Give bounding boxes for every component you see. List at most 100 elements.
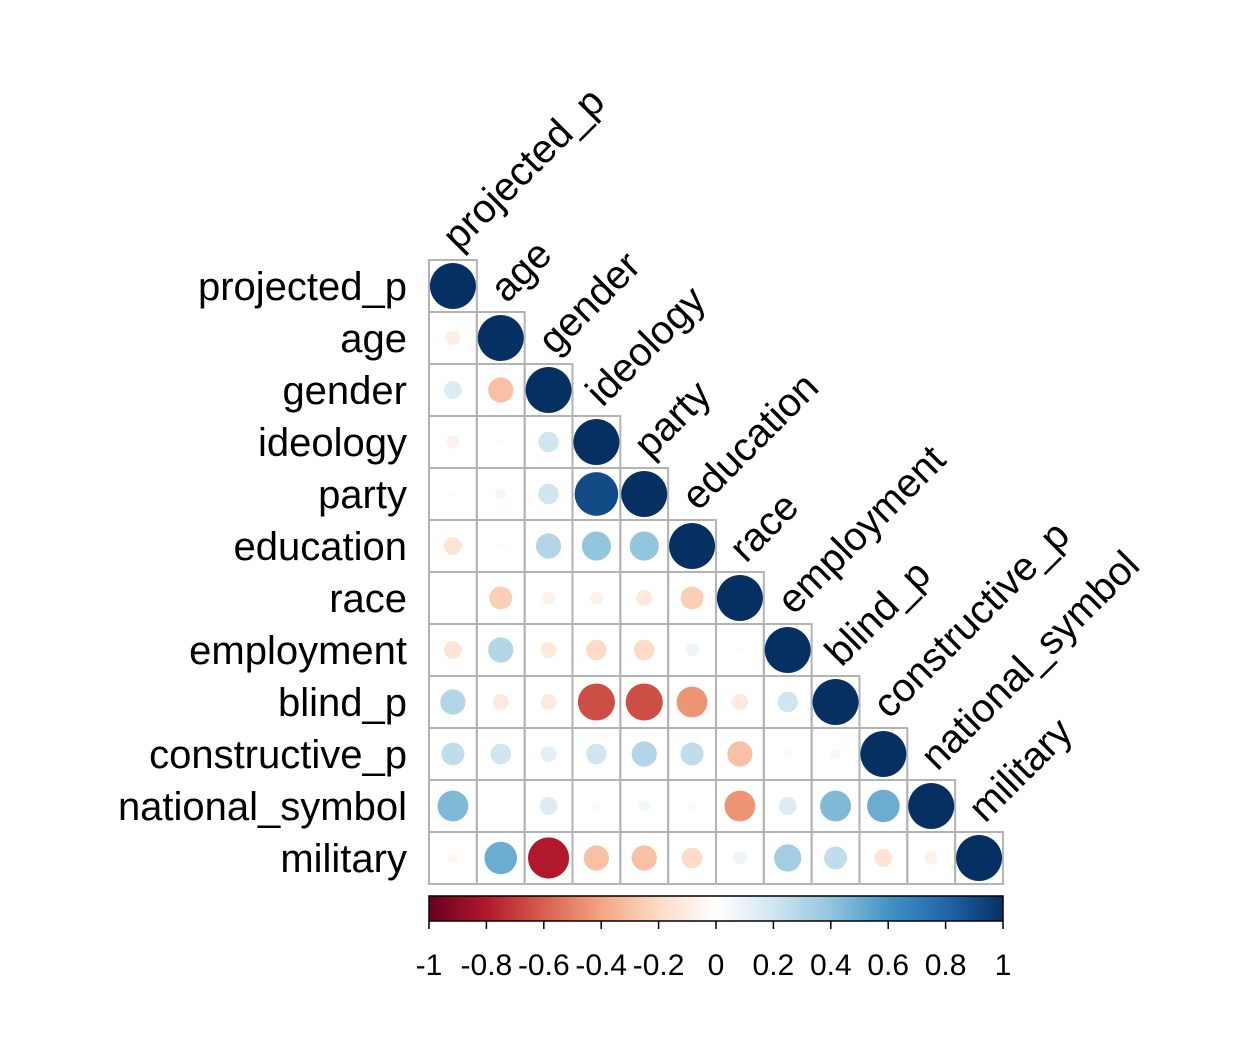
corr-circle-military-blind_p bbox=[824, 846, 848, 870]
corr-circle-national_symbol-ideology bbox=[592, 802, 601, 810]
corr-circle-employment-party bbox=[633, 639, 655, 661]
corr-circle-constructive_p-gender bbox=[540, 746, 557, 762]
colorbar-tick-label: -1 bbox=[416, 949, 443, 982]
colorbar-tick-label: 0.4 bbox=[810, 949, 852, 982]
corr-circle-education-gender bbox=[535, 533, 562, 559]
corr-circle-military-party bbox=[631, 845, 657, 871]
column-label: party bbox=[625, 372, 719, 466]
colorbar-ticks: -1 -0.8 -0.6 -0.4 -0.2 0 0.2 0.4 0.6 0.8 1 bbox=[416, 921, 1012, 982]
corr-circle-blind_p-education bbox=[676, 686, 708, 718]
corr-circle-military-education bbox=[681, 847, 703, 869]
row-label: constructive_p bbox=[149, 733, 407, 777]
corr-circle-blind_p-gender bbox=[540, 694, 557, 710]
row-label: party bbox=[318, 473, 407, 517]
corr-circle-military-age bbox=[484, 841, 518, 875]
colorbar-tick-label: -0.4 bbox=[575, 949, 627, 982]
corr-circle-constructive_p-projected_p bbox=[441, 742, 465, 766]
row-label: age bbox=[340, 317, 407, 361]
row-label: national_symbol bbox=[118, 785, 407, 829]
corr-circle-age-projected_p bbox=[445, 330, 461, 346]
column-labels: projected_pagegenderideologypartyeducati… bbox=[434, 79, 1148, 830]
colorbar-tick-label: 0.6 bbox=[867, 949, 909, 982]
corr-circle-military-race bbox=[733, 851, 747, 865]
corr-circle-education-education bbox=[669, 523, 716, 569]
corr-circle-blind_p-projected_p bbox=[440, 689, 466, 715]
corr-circle-constructive_p-race bbox=[727, 741, 753, 767]
column-label: age bbox=[482, 232, 560, 310]
column-label: projected_p bbox=[434, 79, 613, 258]
corr-circle-projected_p-projected_p bbox=[429, 263, 476, 309]
corr-circle-race-gender bbox=[542, 591, 556, 605]
corr-circle-party-projected_p bbox=[449, 490, 457, 498]
corr-circle-party-ideology bbox=[574, 472, 619, 516]
corr-circle-ideology-gender bbox=[538, 431, 559, 453]
corr-circle-race-education bbox=[680, 586, 704, 610]
corr-circle-employment-employment bbox=[764, 627, 811, 673]
corr-circle-constructive_p-education bbox=[680, 742, 704, 766]
cell-military-military bbox=[954, 831, 1004, 885]
corr-circle-employment-race bbox=[736, 646, 744, 654]
colorbar-tick-label: 0.8 bbox=[925, 949, 967, 982]
corr-circle-military-military bbox=[956, 835, 1003, 881]
colorbar-tick-label: -0.6 bbox=[518, 949, 570, 982]
corr-circle-education-projected_p bbox=[444, 537, 462, 555]
corr-circle-education-party bbox=[629, 531, 659, 561]
corr-circle-race-race bbox=[716, 575, 763, 621]
corr-circle-national_symbol-employment bbox=[778, 797, 797, 815]
colorbar: -1 -0.8 -0.6 -0.4 -0.2 0 0.2 0.4 0.6 0.8 1 bbox=[416, 895, 1012, 982]
corr-circle-employment-education bbox=[685, 643, 699, 657]
corr-circle-party-age bbox=[495, 488, 507, 500]
corr-circle-blind_p-race bbox=[731, 694, 748, 710]
corr-circle-age-age bbox=[477, 315, 524, 361]
row-label: gender bbox=[282, 369, 407, 413]
corr-circle-national_symbol-blind_p bbox=[820, 790, 851, 822]
corr-circle-race-age bbox=[489, 586, 513, 610]
column-label: race bbox=[721, 484, 807, 570]
corr-circle-race-ideology bbox=[589, 591, 603, 605]
corr-circle-party-party bbox=[621, 471, 668, 517]
corr-circle-gender-gender bbox=[525, 367, 572, 413]
corr-circle-employment-ideology bbox=[586, 639, 607, 661]
corr-circle-constructive_p-ideology bbox=[586, 743, 607, 765]
corr-circle-ideology-ideology bbox=[573, 419, 620, 465]
corr-circle-national_symbol-projected_p bbox=[437, 790, 469, 822]
row-label: ideology bbox=[258, 421, 407, 465]
corr-circle-national_symbol-national_symbol bbox=[908, 783, 955, 829]
corr-circle-military-projected_p bbox=[447, 852, 459, 864]
corr-circle-military-gender bbox=[528, 837, 570, 879]
corr-circle-blind_p-party bbox=[625, 683, 663, 721]
corr-circle-national_symbol-education bbox=[688, 802, 697, 810]
colorbar-tick-label: -0.8 bbox=[461, 949, 513, 982]
corr-circle-blind_p-blind_p bbox=[812, 679, 859, 725]
colorbar-tick-label: 1 bbox=[995, 949, 1012, 982]
corr-circle-race-party bbox=[636, 590, 653, 606]
corr-circle-employment-projected_p bbox=[444, 641, 462, 659]
row-label: employment bbox=[189, 629, 407, 673]
corr-circle-national_symbol-constructive_p bbox=[867, 789, 900, 823]
corr-circle-military-national_symbol bbox=[924, 851, 938, 865]
colorbar-tick-label: -0.2 bbox=[633, 949, 685, 982]
cell-race-projected_p bbox=[428, 571, 478, 625]
corr-circle-blind_p-employment bbox=[777, 691, 799, 713]
colorbar-tick-label: 0.2 bbox=[753, 949, 795, 982]
corr-circle-national_symbol-race bbox=[724, 790, 756, 822]
corr-circle-employment-age bbox=[488, 637, 514, 663]
corr-circle-constructive_p-party bbox=[631, 741, 657, 767]
corr-circle-gender-projected_p bbox=[444, 381, 462, 399]
corr-circle-ideology-age bbox=[496, 438, 505, 446]
corr-circle-constructive_p-age bbox=[490, 743, 512, 765]
corr-circle-ideology-projected_p bbox=[446, 435, 460, 449]
matrix-cells bbox=[428, 259, 1004, 885]
corr-circle-employment-gender bbox=[540, 642, 557, 658]
row-label: education bbox=[234, 525, 407, 569]
row-label: military bbox=[280, 837, 407, 881]
corr-circle-education-ideology bbox=[581, 531, 611, 561]
corr-circle-military-ideology bbox=[583, 845, 610, 871]
row-label: blind_p bbox=[278, 681, 407, 725]
corr-circle-military-employment bbox=[774, 844, 802, 872]
colorbar-tick-label: 0 bbox=[708, 949, 725, 982]
cell-national_symbol-age bbox=[475, 779, 526, 833]
corr-circle-national_symbol-party bbox=[638, 800, 650, 812]
corr-circle-constructive_p-constructive_p bbox=[860, 731, 907, 777]
